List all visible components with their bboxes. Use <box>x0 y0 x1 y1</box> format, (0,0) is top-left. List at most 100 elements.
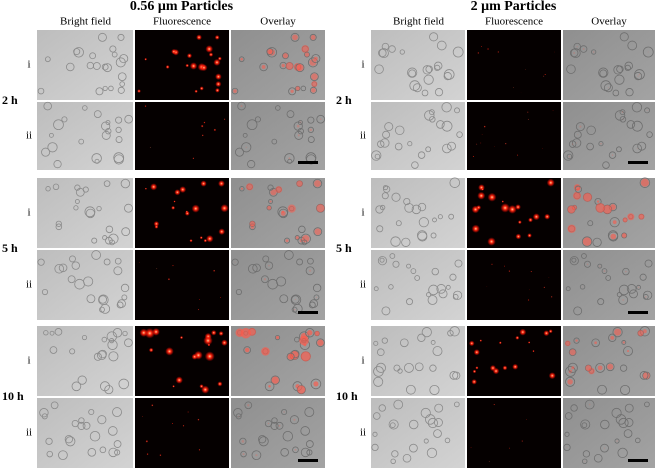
cell <box>108 351 119 362</box>
cell <box>109 338 115 344</box>
fluorescence-spot <box>302 235 310 243</box>
fluorescence-spot <box>582 48 585 50</box>
cell <box>425 65 433 73</box>
fluorescence-spot <box>315 296 318 298</box>
fluorescence-spot <box>294 448 297 451</box>
fluorescence-spot <box>592 51 595 53</box>
cell <box>41 288 49 296</box>
cell <box>570 48 581 59</box>
fluorescence-spot <box>215 73 222 80</box>
micrograph <box>467 102 561 170</box>
micrograph <box>37 178 133 248</box>
panel-title: 2 μm Particles <box>471 0 557 14</box>
cell <box>54 328 63 336</box>
fluorescence-spot <box>583 192 592 202</box>
fluorescence-spot <box>566 446 568 448</box>
fluorescence-spot <box>646 109 648 111</box>
micrograph <box>231 326 325 396</box>
cell <box>119 54 129 64</box>
row-label: i <box>27 59 30 71</box>
row-label: i <box>27 207 30 219</box>
fluorescence-spot <box>313 56 318 61</box>
cell <box>579 45 588 53</box>
cell <box>310 378 322 390</box>
cell <box>452 46 464 58</box>
cell <box>587 220 594 227</box>
cell <box>267 184 274 191</box>
fluorescence-spot <box>275 186 283 193</box>
cell <box>407 141 413 147</box>
cell <box>235 288 242 296</box>
cell <box>612 89 620 97</box>
cell <box>393 364 401 372</box>
fluorescence-spot <box>293 308 296 311</box>
fluorescence-spot <box>572 143 574 145</box>
fluorescence-spot <box>544 213 551 220</box>
cell <box>311 54 321 64</box>
scale-bar <box>628 311 648 314</box>
fluorescence-spot <box>552 109 554 111</box>
fluorescence-spot <box>637 286 640 289</box>
fluorescence-spot <box>175 376 183 384</box>
micrograph <box>467 30 561 100</box>
cell <box>55 223 63 231</box>
cell <box>124 114 133 124</box>
fluorescence-spot <box>288 157 291 160</box>
cell <box>566 153 573 160</box>
row-label: ii <box>360 427 366 439</box>
cell <box>441 120 453 132</box>
fluorescence-spot <box>304 52 310 57</box>
fluorescence-spot <box>174 189 181 196</box>
image-panel <box>37 326 133 396</box>
column-header: Overlay <box>260 16 296 28</box>
cell <box>78 138 85 145</box>
cell <box>566 64 576 74</box>
cell <box>275 421 284 430</box>
fluorescence-spot <box>576 45 578 48</box>
micrograph <box>563 326 655 396</box>
cell <box>259 62 268 72</box>
cell <box>581 236 593 247</box>
fluorescence-spot <box>285 62 294 70</box>
time-label: 10 h <box>336 389 358 403</box>
cell <box>108 85 114 92</box>
cell <box>616 292 622 298</box>
fluorescence-spot <box>553 51 555 53</box>
cell <box>605 275 612 281</box>
cell <box>99 306 105 313</box>
fluorescence-spot <box>638 213 645 220</box>
cell <box>416 230 428 241</box>
image-panel <box>371 250 465 320</box>
cell <box>371 150 382 161</box>
fluorescence-spot <box>481 134 483 136</box>
image-panel <box>37 102 133 170</box>
cell <box>280 448 289 457</box>
fluorescence-spot <box>285 239 289 243</box>
image-panel <box>371 398 465 468</box>
cell <box>104 385 114 395</box>
cell <box>53 119 64 131</box>
cell <box>623 346 633 357</box>
micrograph <box>37 250 133 320</box>
cell <box>407 67 418 78</box>
fluorescence-spot <box>569 349 576 356</box>
cell <box>88 408 95 416</box>
cell <box>406 384 416 395</box>
fluorescence-spot <box>471 379 477 385</box>
row-label: ii <box>26 279 32 291</box>
fluorescence-spot <box>584 460 586 462</box>
time-label: 2 h <box>2 93 18 107</box>
cell <box>284 250 294 260</box>
micrograph <box>231 398 325 468</box>
cell <box>600 419 610 430</box>
fluorescence-spot <box>567 379 573 385</box>
cell <box>95 87 104 96</box>
cell <box>101 130 111 140</box>
fluorescence-spot <box>238 415 240 417</box>
cell <box>411 204 422 215</box>
fluorescence-spot <box>153 221 160 227</box>
cell <box>373 376 384 387</box>
scale-bar <box>628 161 648 164</box>
cell <box>290 32 300 42</box>
cell <box>261 275 269 284</box>
